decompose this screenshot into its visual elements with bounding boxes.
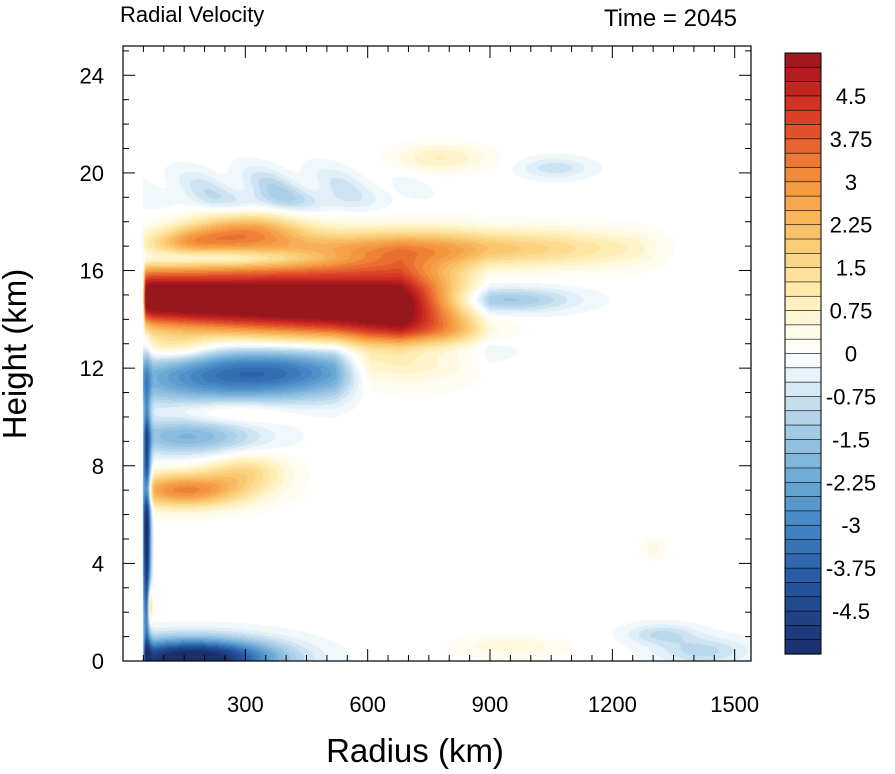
colorbar-segment (784, 381, 822, 398)
colorbar-segment (784, 181, 822, 197)
x-tick-label: 600 (349, 692, 386, 717)
colorbar (784, 52, 822, 655)
colorbar-segment (784, 610, 822, 626)
x-axis: 300 600 900 1200 1500 (122, 46, 759, 717)
colorbar-tick-label: 0 (845, 342, 857, 367)
x-tick-label: 1200 (588, 692, 637, 717)
x-tick-label: 300 (227, 692, 264, 717)
colorbar-tick-label: 0.75 (830, 299, 873, 324)
colorbar-segment (784, 195, 822, 212)
colorbar-segment (784, 424, 822, 440)
colorbar-segment (784, 539, 822, 555)
colorbar-tick-label: 3.75 (830, 127, 873, 152)
y-tick-label: 16 (80, 259, 104, 284)
colorbar-segment (784, 596, 822, 612)
y-tick-label: 8 (92, 454, 104, 479)
colorbar-tick-label: -2.25 (826, 470, 876, 495)
colorbar-segment (784, 124, 822, 140)
colorbar-tick-label: -3 (841, 513, 861, 538)
y-tick-label: 4 (92, 551, 104, 576)
colorbar-segment (784, 324, 822, 340)
x-tick-label: 900 (472, 692, 509, 717)
y-tick-label: 20 (80, 161, 104, 186)
colorbar-segment (784, 453, 822, 469)
colorbar-segment (784, 238, 822, 254)
y-axis: 0 4 8 12 16 20 24 (80, 50, 751, 674)
colorbar-tick-label: -1.5 (832, 427, 870, 452)
colorbar-segment (784, 95, 822, 111)
colorbar-frame (784, 52, 822, 655)
colorbar-segment (784, 67, 822, 83)
colorbar-tick-label: 2.25 (830, 213, 873, 238)
colorbar-segment (784, 396, 822, 412)
colorbar-segment (784, 295, 822, 312)
colorbar-segment (784, 52, 822, 68)
colorbar-segment (784, 310, 822, 326)
y-tick-label: 12 (80, 356, 104, 381)
heatmap-canvas (123, 46, 751, 661)
plot-frame (122, 45, 752, 662)
colorbar-segment (784, 338, 822, 355)
colorbar-labels: 4.5 3.75 3 2.25 1.5 0.75 0 -0.75 -1.5 -2.25 -3 -3.7… (826, 84, 876, 624)
colorbar-tick-label: 4.5 (836, 84, 867, 109)
x-tick-label: 1500 (710, 692, 759, 717)
colorbar-segment (784, 467, 822, 483)
colorbar-segment (784, 496, 822, 512)
colorbar-segment (784, 481, 822, 498)
colorbar-tick-label: -3.75 (826, 556, 876, 581)
x-axis-label: Radius (km) (326, 732, 504, 769)
colorbar-segment (784, 582, 822, 598)
colorbar-segment (784, 109, 822, 126)
colorbar-tick-label: 3 (845, 170, 857, 195)
colorbar-tick-label: -0.75 (826, 384, 876, 409)
colorbar-segment (784, 625, 822, 641)
colorbar-segment (784, 267, 822, 283)
colorbar-tick-label: 1.5 (836, 256, 867, 281)
y-axis-label: Height (km) (0, 269, 33, 440)
colorbar-tick-label: -4.5 (832, 599, 870, 624)
colorbar-segment (784, 253, 822, 269)
colorbar-segment (784, 639, 822, 655)
colorbar-segment (784, 81, 822, 97)
colorbar-segment (784, 367, 822, 383)
colorbar-segment (784, 224, 822, 240)
colorbar-segment (784, 138, 822, 154)
heatmap-canvas-wrapper (123, 46, 751, 661)
colorbar-segment (784, 281, 822, 297)
chart-title: Radial Velocity (120, 2, 264, 27)
time-label: Time = 2045 (604, 5, 737, 32)
colorbar-segment (784, 353, 822, 369)
colorbar-segment (784, 152, 822, 169)
colorbar-segment (784, 410, 822, 426)
colorbar-segment (784, 210, 822, 226)
y-tick-label: 0 (92, 649, 104, 674)
colorbar-segment (784, 567, 822, 584)
y-tick-label: 24 (80, 63, 104, 88)
colorbar-segment (784, 439, 822, 455)
colorbar-segment (784, 553, 822, 569)
colorbar-segment (784, 510, 822, 526)
colorbar-segment (784, 167, 822, 183)
colorbar-segment (784, 524, 822, 541)
